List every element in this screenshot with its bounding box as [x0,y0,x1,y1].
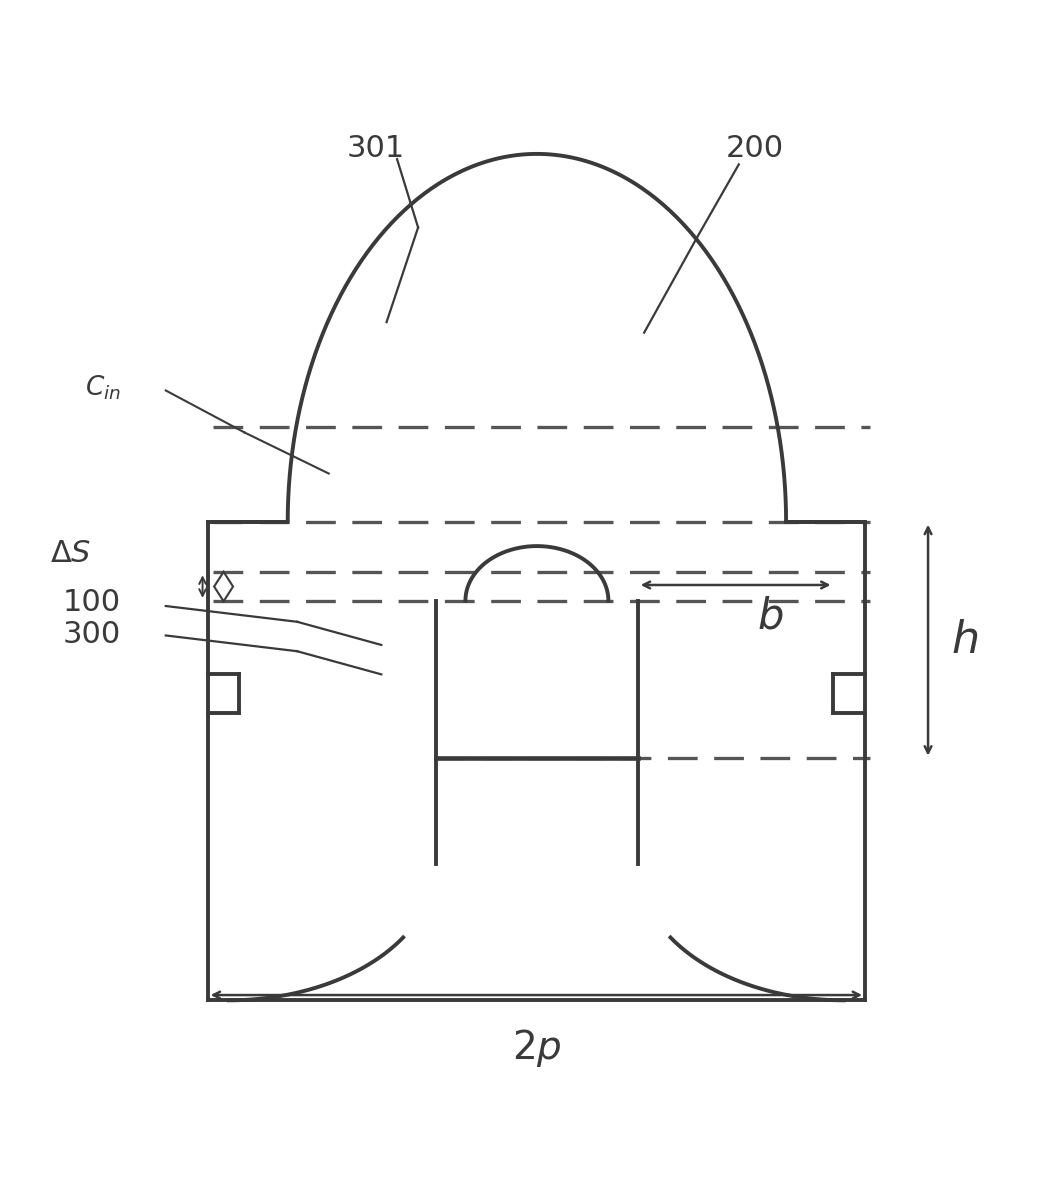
Text: 200: 200 [725,135,783,163]
Text: $h$: $h$ [951,618,979,662]
Text: 100: 100 [63,588,122,617]
Polygon shape [215,572,233,601]
Text: $2p$: $2p$ [512,1027,561,1068]
Text: 300: 300 [63,619,122,649]
Text: $\Delta S$: $\Delta S$ [51,540,92,568]
Text: 301: 301 [347,135,405,163]
Text: $b$: $b$ [757,596,783,637]
Text: $C_{in}$: $C_{in}$ [85,373,120,401]
